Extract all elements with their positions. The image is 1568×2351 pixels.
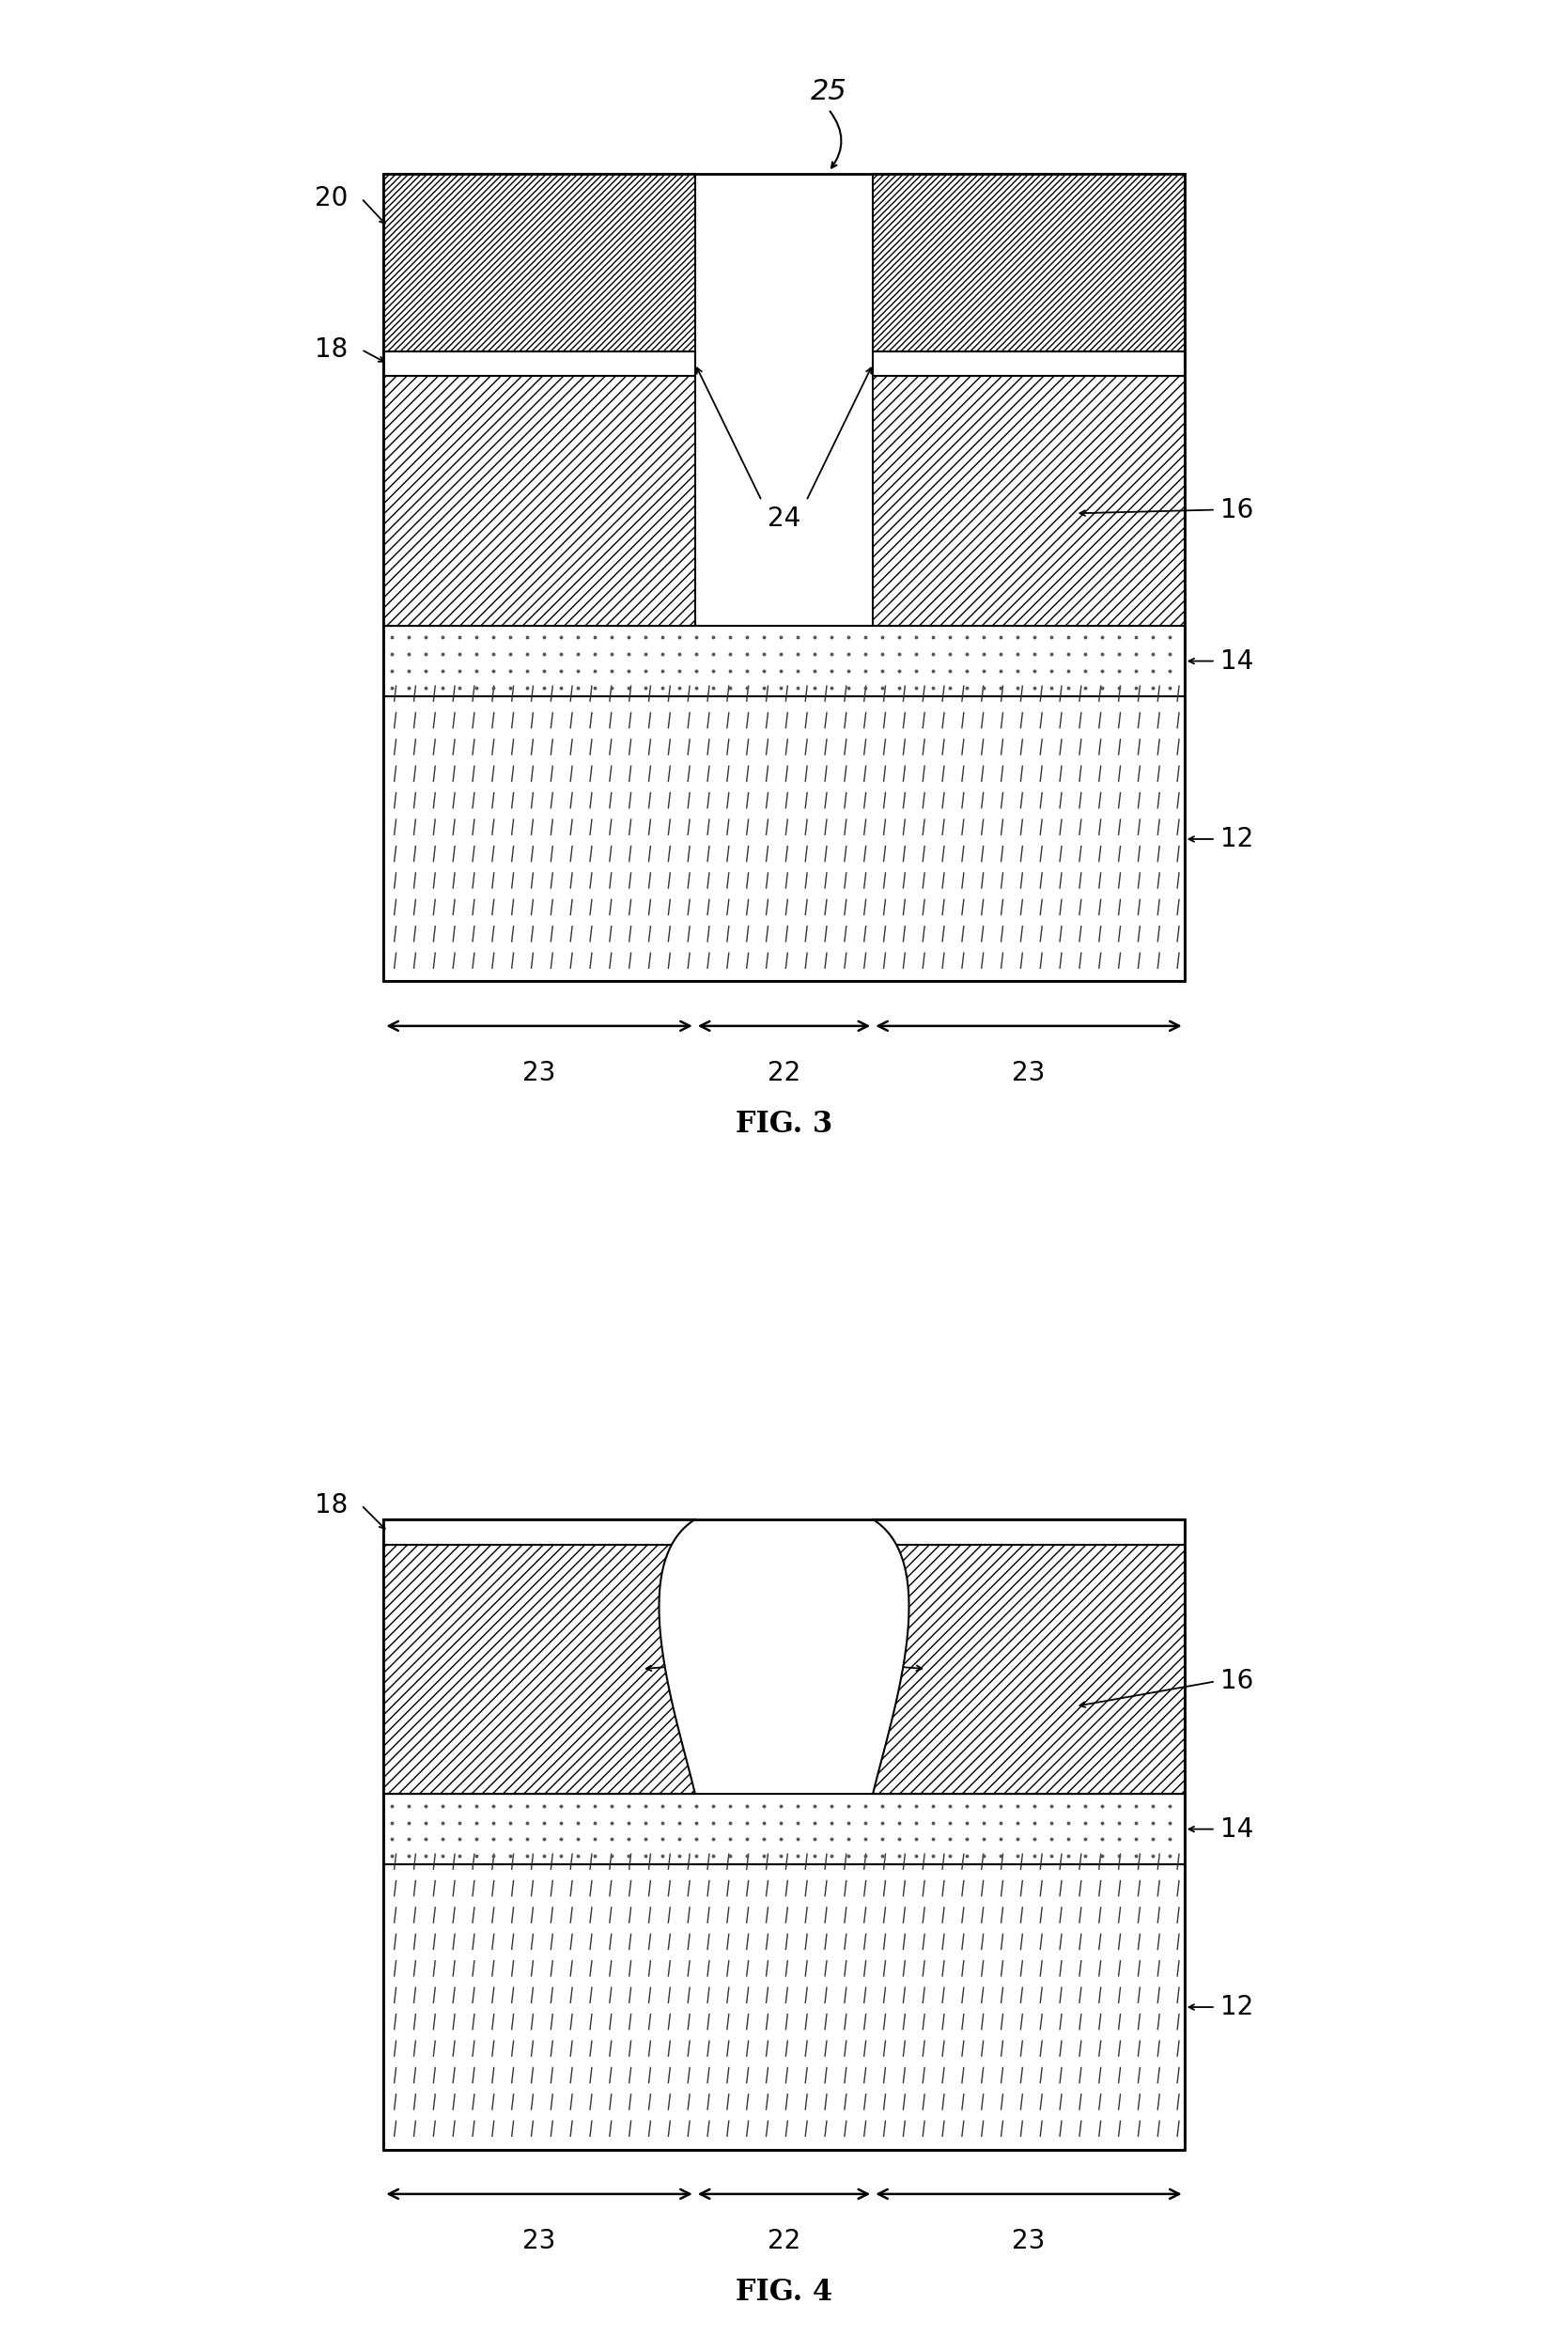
- Text: 25: 25: [811, 78, 847, 106]
- Text: 23: 23: [1011, 1060, 1046, 1086]
- Bar: [873, 1519, 1184, 1545]
- Text: 14: 14: [1220, 1815, 1253, 1843]
- Bar: [384, 350, 695, 376]
- Bar: [873, 376, 1184, 625]
- Text: 16: 16: [1220, 496, 1253, 522]
- Text: 18: 18: [315, 1493, 348, 1519]
- Polygon shape: [659, 1519, 873, 1794]
- Text: FIG. 3: FIG. 3: [735, 1110, 833, 1138]
- Bar: [384, 1519, 1184, 2149]
- Text: 22: 22: [767, 2229, 801, 2255]
- Bar: [384, 696, 1184, 980]
- Text: 26: 26: [767, 1648, 801, 1674]
- Bar: [384, 174, 695, 350]
- Text: 22: 22: [767, 1060, 801, 1086]
- Bar: [384, 1864, 1184, 2149]
- Bar: [384, 625, 1184, 696]
- Bar: [384, 1794, 1184, 1864]
- Text: 23: 23: [522, 2229, 557, 2255]
- Bar: [873, 350, 1184, 376]
- Text: FIG. 4: FIG. 4: [735, 2278, 833, 2306]
- Text: 23: 23: [522, 1060, 557, 1086]
- Text: 16: 16: [1220, 1669, 1253, 1695]
- Bar: [873, 1545, 1184, 1794]
- Text: 18: 18: [315, 336, 348, 362]
- Text: 23: 23: [1011, 2229, 1046, 2255]
- Text: 24: 24: [767, 505, 801, 531]
- Bar: [384, 174, 1184, 980]
- Text: 12: 12: [1220, 825, 1253, 851]
- Text: 14: 14: [1220, 649, 1253, 675]
- Text: 20: 20: [315, 186, 348, 212]
- Bar: [384, 376, 695, 625]
- Text: 12: 12: [1220, 1994, 1253, 2020]
- Bar: [873, 174, 1184, 350]
- Polygon shape: [695, 1519, 909, 1794]
- Bar: [384, 1545, 695, 1794]
- Bar: [384, 1519, 695, 1545]
- Polygon shape: [695, 1519, 873, 1794]
